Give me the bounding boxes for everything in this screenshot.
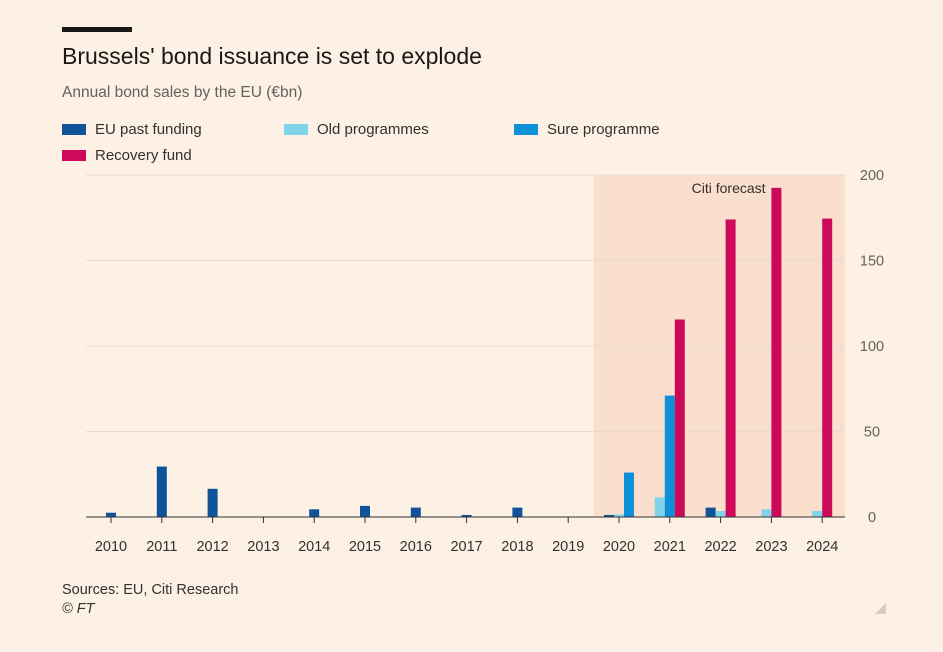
bar-recovery-fund-2023 [771, 187, 782, 517]
bar-old-programmes-2022 [715, 511, 726, 517]
legend-item-old-programmes: Old programmes [284, 121, 429, 138]
y-tick-label: 0 [868, 510, 876, 526]
legend-label-sure-programme: Sure programme [547, 121, 660, 138]
x-tick-label-2019: 2019 [552, 539, 584, 555]
legend-swatch-sure-programme [514, 124, 538, 135]
bar-sure-programme-2020 [624, 472, 634, 517]
x-tick-label-2022: 2022 [704, 539, 736, 555]
resize-handle-icon [875, 603, 886, 614]
bar-eu-past-funding-2015 [360, 505, 370, 517]
x-tick-label-2024: 2024 [806, 539, 838, 555]
x-tick-label-2013: 2013 [247, 539, 279, 555]
x-tick-label-2017: 2017 [450, 539, 482, 555]
bar-recovery-fund-2022 [725, 219, 736, 517]
bar-eu-past-funding-2010 [106, 512, 116, 517]
bar-eu-past-funding-2018 [512, 507, 523, 517]
bar-eu-past-funding-2022 [705, 507, 716, 517]
x-tick-label-2021: 2021 [654, 539, 686, 555]
y-tick-label: 100 [860, 339, 884, 355]
x-tick-label-2016: 2016 [400, 539, 432, 555]
bar-eu-past-funding-2020 [604, 514, 614, 517]
header-rule [62, 27, 132, 32]
legend-item-eu-past-funding: EU past funding [62, 121, 202, 138]
source-note: Sources: EU, Citi Research [62, 582, 239, 598]
y-tick-label: 150 [860, 254, 884, 270]
x-tick-label-2010: 2010 [95, 539, 127, 555]
legend-swatch-eu-past-funding [62, 124, 86, 135]
x-tick-label-2014: 2014 [298, 539, 330, 555]
bar-eu-past-funding-2014 [309, 509, 320, 517]
bar-sure-programme-2021 [664, 395, 675, 517]
x-tick-label-2012: 2012 [196, 539, 228, 555]
bar-recovery-fund-2024 [822, 218, 833, 518]
chart-title: Brussels' bond issuance is set to explod… [62, 43, 482, 69]
bar-old-programmes-2021 [654, 497, 665, 517]
x-tick-label-2023: 2023 [755, 539, 787, 555]
bar-old-programmes-2023 [761, 509, 772, 517]
legend-label-recovery-fund: Recovery fund [95, 147, 192, 164]
y-tick-label: 50 [864, 425, 880, 441]
legend-item-sure-programme: Sure programme [514, 121, 660, 138]
x-tick-label-2011: 2011 [146, 539, 177, 555]
legend-swatch-recovery-fund [62, 150, 86, 161]
legend-swatch-old-programmes [284, 124, 308, 135]
legend-item-recovery-fund: Recovery fund [62, 147, 192, 164]
bar-old-programmes-2020 [614, 514, 624, 517]
chart-subtitle: Annual bond sales by the EU (€bn) [62, 84, 303, 101]
bar-recovery-fund-2021 [674, 319, 685, 517]
legend-label-eu-past-funding: EU past funding [95, 121, 202, 138]
bar-eu-past-funding-2011 [156, 466, 167, 517]
bar-old-programmes-2024 [812, 511, 823, 517]
y-tick-label: 200 [860, 168, 884, 184]
forecast-label: Citi forecast [692, 180, 766, 196]
bar-eu-past-funding-2016 [410, 507, 421, 517]
legend-label-old-programmes: Old programmes [317, 121, 429, 138]
x-tick-label-2018: 2018 [501, 539, 533, 555]
x-tick-label-2015: 2015 [349, 539, 381, 555]
copyright-note: © FT [62, 601, 95, 617]
x-tick-label-2020: 2020 [603, 539, 635, 555]
bar-eu-past-funding-2012 [207, 488, 218, 517]
bar-eu-past-funding-2017 [461, 514, 472, 517]
